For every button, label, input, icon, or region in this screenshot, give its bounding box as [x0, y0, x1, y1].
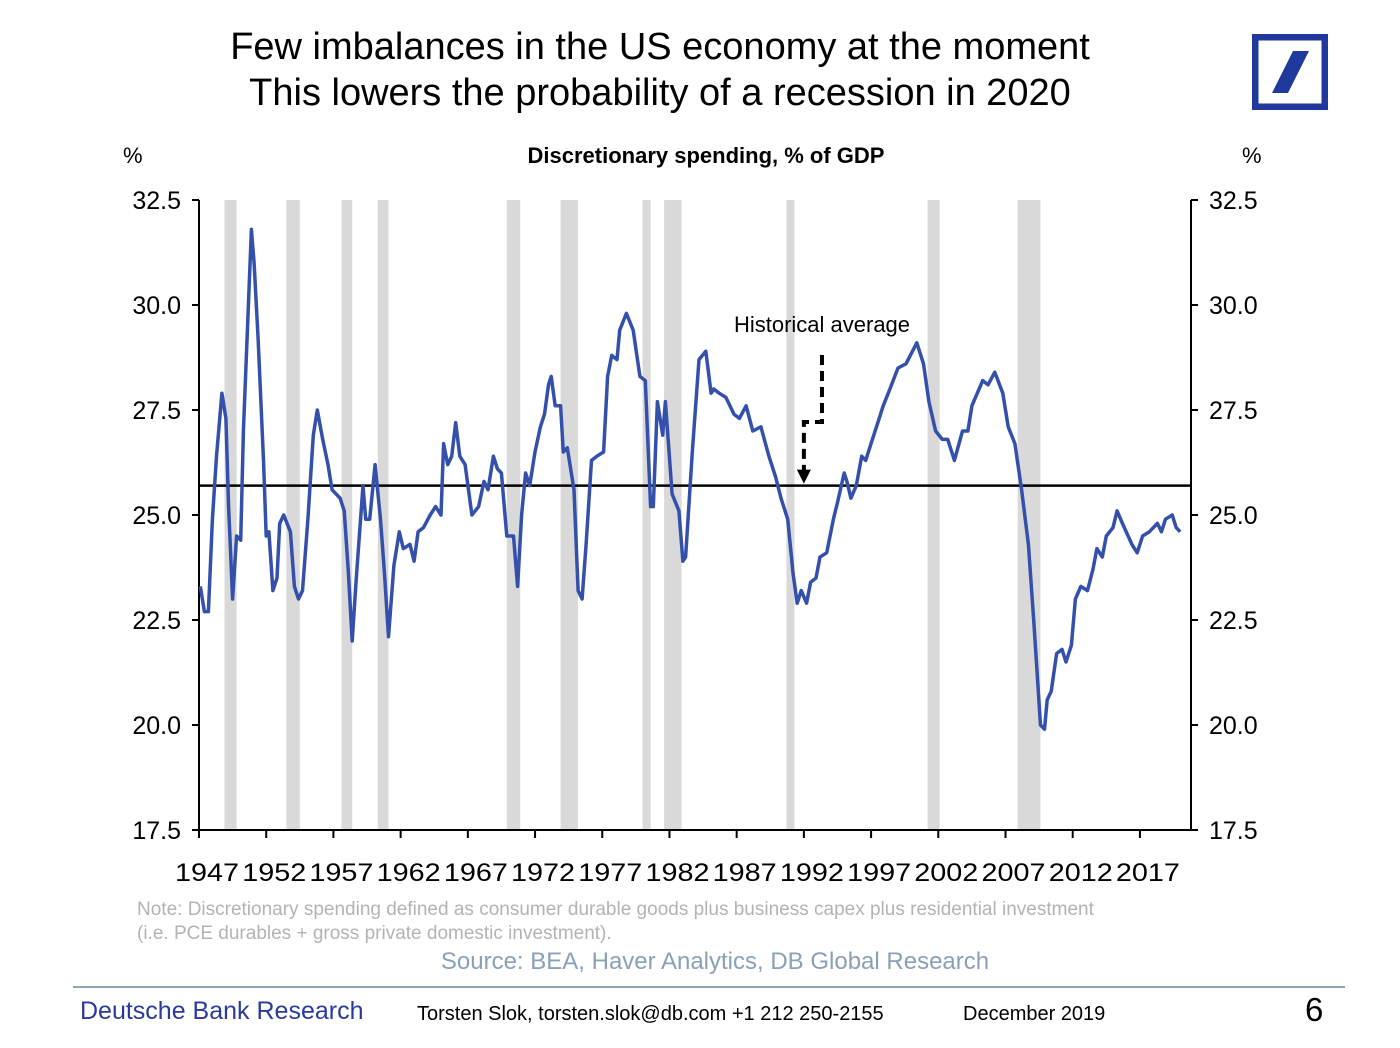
annotation-group: Historical average	[734, 312, 910, 484]
line-chart: 32.5 32.5 30.0 30.0 27.5 27.5 25.0 25.0 22.5 22.5…	[0, 0, 1400, 900]
x-tick-label: 1977	[578, 859, 642, 887]
recession-bars	[225, 200, 1041, 830]
y-tick-label-right: 17.5	[1209, 817, 1258, 845]
y-tick-label-right: 32.5	[1209, 187, 1258, 215]
recession-bar	[507, 200, 520, 830]
note-line-1: Note: Discretionary spending defined as …	[137, 898, 1094, 922]
y-tick-label-right: 25.0	[1209, 502, 1258, 530]
y-tick-label-left: 22.5	[132, 607, 181, 635]
x-tick-label: 2012	[1049, 859, 1113, 887]
x-tick-label: 1962	[377, 859, 441, 887]
x-tick-label: 1952	[242, 859, 306, 887]
x-tick-label: 1982	[645, 859, 709, 887]
source-text: Source: BEA, Haver Analytics, DB Global …	[0, 948, 1400, 976]
y-tick-label-right: 22.5	[1209, 607, 1258, 635]
footer-brand: Deutsche Bank Research	[80, 997, 363, 1026]
x-tick-label: 1967	[444, 859, 508, 887]
annotation-arrow-head	[797, 470, 811, 484]
y-tick-label-left: 20.0	[132, 712, 181, 740]
y-tick-label-right: 30.0	[1209, 292, 1258, 320]
footer-author-contact: Torsten Slok, torsten.slok@db.com +1 212…	[417, 1003, 884, 1026]
recession-bar	[286, 200, 299, 830]
recession-bar	[928, 200, 940, 830]
x-tick-label: 1957	[309, 859, 373, 887]
annotation-label: Historical average	[734, 312, 910, 337]
annotation-arrow-line	[804, 355, 822, 472]
y-tick-label-left: 32.5	[132, 187, 181, 215]
x-tick-label: 1972	[511, 859, 575, 887]
chart-note: Note: Discretionary spending defined as …	[137, 898, 1094, 946]
y-tick-label-left: 27.5	[132, 397, 181, 425]
y-tick-label-left: 30.0	[132, 292, 181, 320]
recession-bar	[643, 200, 651, 830]
x-tick-label: 2017	[1116, 859, 1180, 887]
x-tick-label: 1947	[175, 859, 239, 887]
y-tick-label-left: 25.0	[132, 502, 181, 530]
y-tick-label-right: 27.5	[1209, 397, 1258, 425]
footer-divider	[73, 986, 1345, 988]
recession-bar	[1018, 200, 1041, 830]
axes: 32.5 32.5 30.0 30.0 27.5 27.5 25.0 25.0 22.5 22.5…	[132, 187, 1257, 887]
x-tick-label: 1987	[713, 859, 777, 887]
x-tick-label: 1997	[847, 859, 911, 887]
y-tick-label-right: 20.0	[1209, 712, 1258, 740]
y-tick-label-left: 17.5	[132, 817, 181, 845]
footer-date: December 2019	[963, 1003, 1105, 1026]
x-tick-label: 2002	[914, 859, 978, 887]
x-tick-label: 2007	[982, 859, 1046, 887]
note-line-2: (i.e. PCE durables + gross private domes…	[137, 922, 1094, 946]
page-number: 6	[1305, 991, 1323, 1029]
x-tick-label: 1992	[780, 859, 844, 887]
